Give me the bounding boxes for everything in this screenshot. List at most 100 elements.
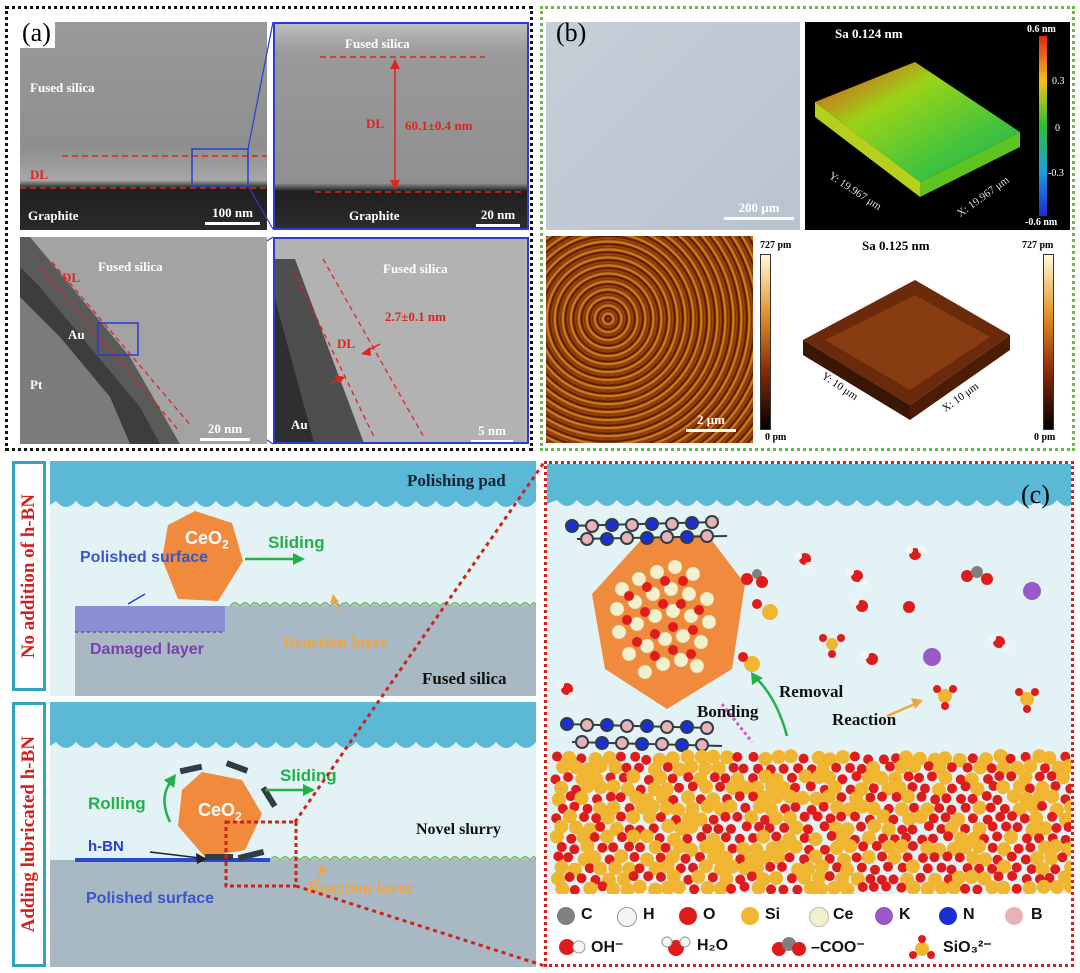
o-atom — [790, 802, 801, 813]
o-atom — [779, 822, 790, 833]
si-atom — [835, 871, 850, 886]
si-atom — [751, 880, 766, 895]
scale-bar: 200 μm — [724, 200, 794, 220]
si-atom — [642, 809, 657, 824]
si-atom — [881, 781, 896, 796]
ceo2-atoms — [609, 559, 717, 680]
o-atom — [634, 863, 645, 874]
o-atom — [615, 792, 626, 803]
label-ceo2: CeO2 — [185, 528, 229, 552]
o-atom — [999, 803, 1010, 814]
o-atom — [955, 774, 966, 785]
label-reaction-layer: Reaction layer — [308, 878, 414, 897]
si-atom — [1036, 879, 1051, 894]
o-atom — [871, 841, 882, 851]
si-atom — [887, 850, 902, 865]
si-atom — [797, 870, 812, 885]
molecule-legend: OH⁻ H₂O –COO⁻ SiO₃²⁻ — [557, 935, 1067, 961]
si-atom — [580, 839, 595, 854]
o-atom — [778, 763, 789, 774]
si-atom — [798, 769, 813, 784]
side-title-box-bottom: Adding lubricated h-BN — [12, 702, 46, 967]
si-atom — [711, 761, 726, 776]
o-atom — [708, 814, 719, 825]
si-atom — [1063, 879, 1071, 894]
o-atom — [870, 864, 880, 875]
o-atom — [605, 791, 616, 802]
o-atom — [695, 852, 705, 862]
si-atom — [978, 852, 993, 867]
scale-bar: 20 nm — [200, 421, 250, 441]
o-atom — [660, 842, 671, 853]
legend-oh: OH⁻ — [591, 939, 624, 956]
o-atom — [707, 872, 718, 883]
si-atom — [861, 830, 876, 845]
o-atom — [735, 874, 746, 885]
si-atom — [671, 880, 686, 895]
si-atom — [626, 810, 641, 825]
o-atom — [732, 811, 743, 822]
label-fused-silica: Fused silica — [422, 669, 507, 688]
label-thickness: 60.1±0.4 nm — [405, 118, 473, 133]
legend-o: O — [703, 906, 716, 923]
si-atom — [653, 770, 668, 785]
o-atom — [656, 872, 666, 882]
afm-3d-small — [803, 280, 1010, 420]
o-atom — [946, 864, 957, 875]
o-atom — [630, 751, 641, 762]
si-atom — [593, 861, 608, 876]
o-atom — [907, 824, 918, 835]
o-atom — [616, 811, 626, 822]
o-atom — [987, 842, 998, 853]
o-atom — [857, 882, 868, 892]
o-atom — [947, 783, 957, 794]
si-atom — [920, 881, 935, 896]
o-atom — [858, 841, 869, 852]
o-atom — [1020, 854, 1031, 865]
si-atom — [938, 751, 952, 766]
o-atom — [792, 884, 803, 895]
o-atom — [764, 823, 775, 834]
o-atom — [927, 771, 937, 782]
label-au: Au — [68, 327, 85, 342]
legend-c: C — [581, 906, 593, 923]
colorbar-left — [760, 254, 771, 430]
o-atom — [720, 811, 731, 822]
o-atom — [914, 772, 924, 783]
si-atom — [556, 760, 570, 775]
hbn-layer-top — [565, 515, 728, 546]
o-atom — [1040, 763, 1050, 774]
si-atom — [814, 882, 829, 897]
afm-3d-large: Sa 0.124 nm 0.6 nm 0.3 0 -0.3 -0.6 nm Y:… — [805, 22, 1070, 230]
si-atom — [608, 760, 623, 775]
si-atom — [900, 789, 915, 804]
si-atom — [684, 842, 699, 857]
o-atom — [688, 862, 698, 873]
o-atom — [597, 842, 608, 853]
o-atom — [967, 793, 978, 804]
si-atom — [626, 769, 641, 784]
o-atom — [591, 813, 602, 824]
o-atom — [765, 861, 776, 872]
legend-swatch-c — [557, 907, 575, 925]
si-atom — [671, 802, 685, 817]
label-bonding: Bonding — [697, 702, 759, 721]
si-atom — [580, 779, 595, 794]
o-atom — [902, 852, 913, 863]
o-atom — [988, 781, 999, 791]
si-atom — [920, 841, 935, 855]
o-atom — [806, 804, 817, 815]
o-atom — [967, 753, 978, 764]
legend-swatch-b — [1005, 907, 1023, 925]
legend-n: N — [963, 906, 975, 923]
si-atom — [1042, 751, 1057, 766]
o-atom — [837, 774, 848, 785]
si-atom — [932, 782, 946, 797]
si-atom — [756, 829, 771, 844]
label-hbn: h-BN — [88, 838, 124, 855]
si-atom — [750, 780, 765, 795]
o-atom — [746, 871, 757, 882]
o-atom — [907, 782, 918, 792]
legend-swatch-sio3 — [909, 935, 935, 959]
o-atom — [576, 873, 587, 884]
